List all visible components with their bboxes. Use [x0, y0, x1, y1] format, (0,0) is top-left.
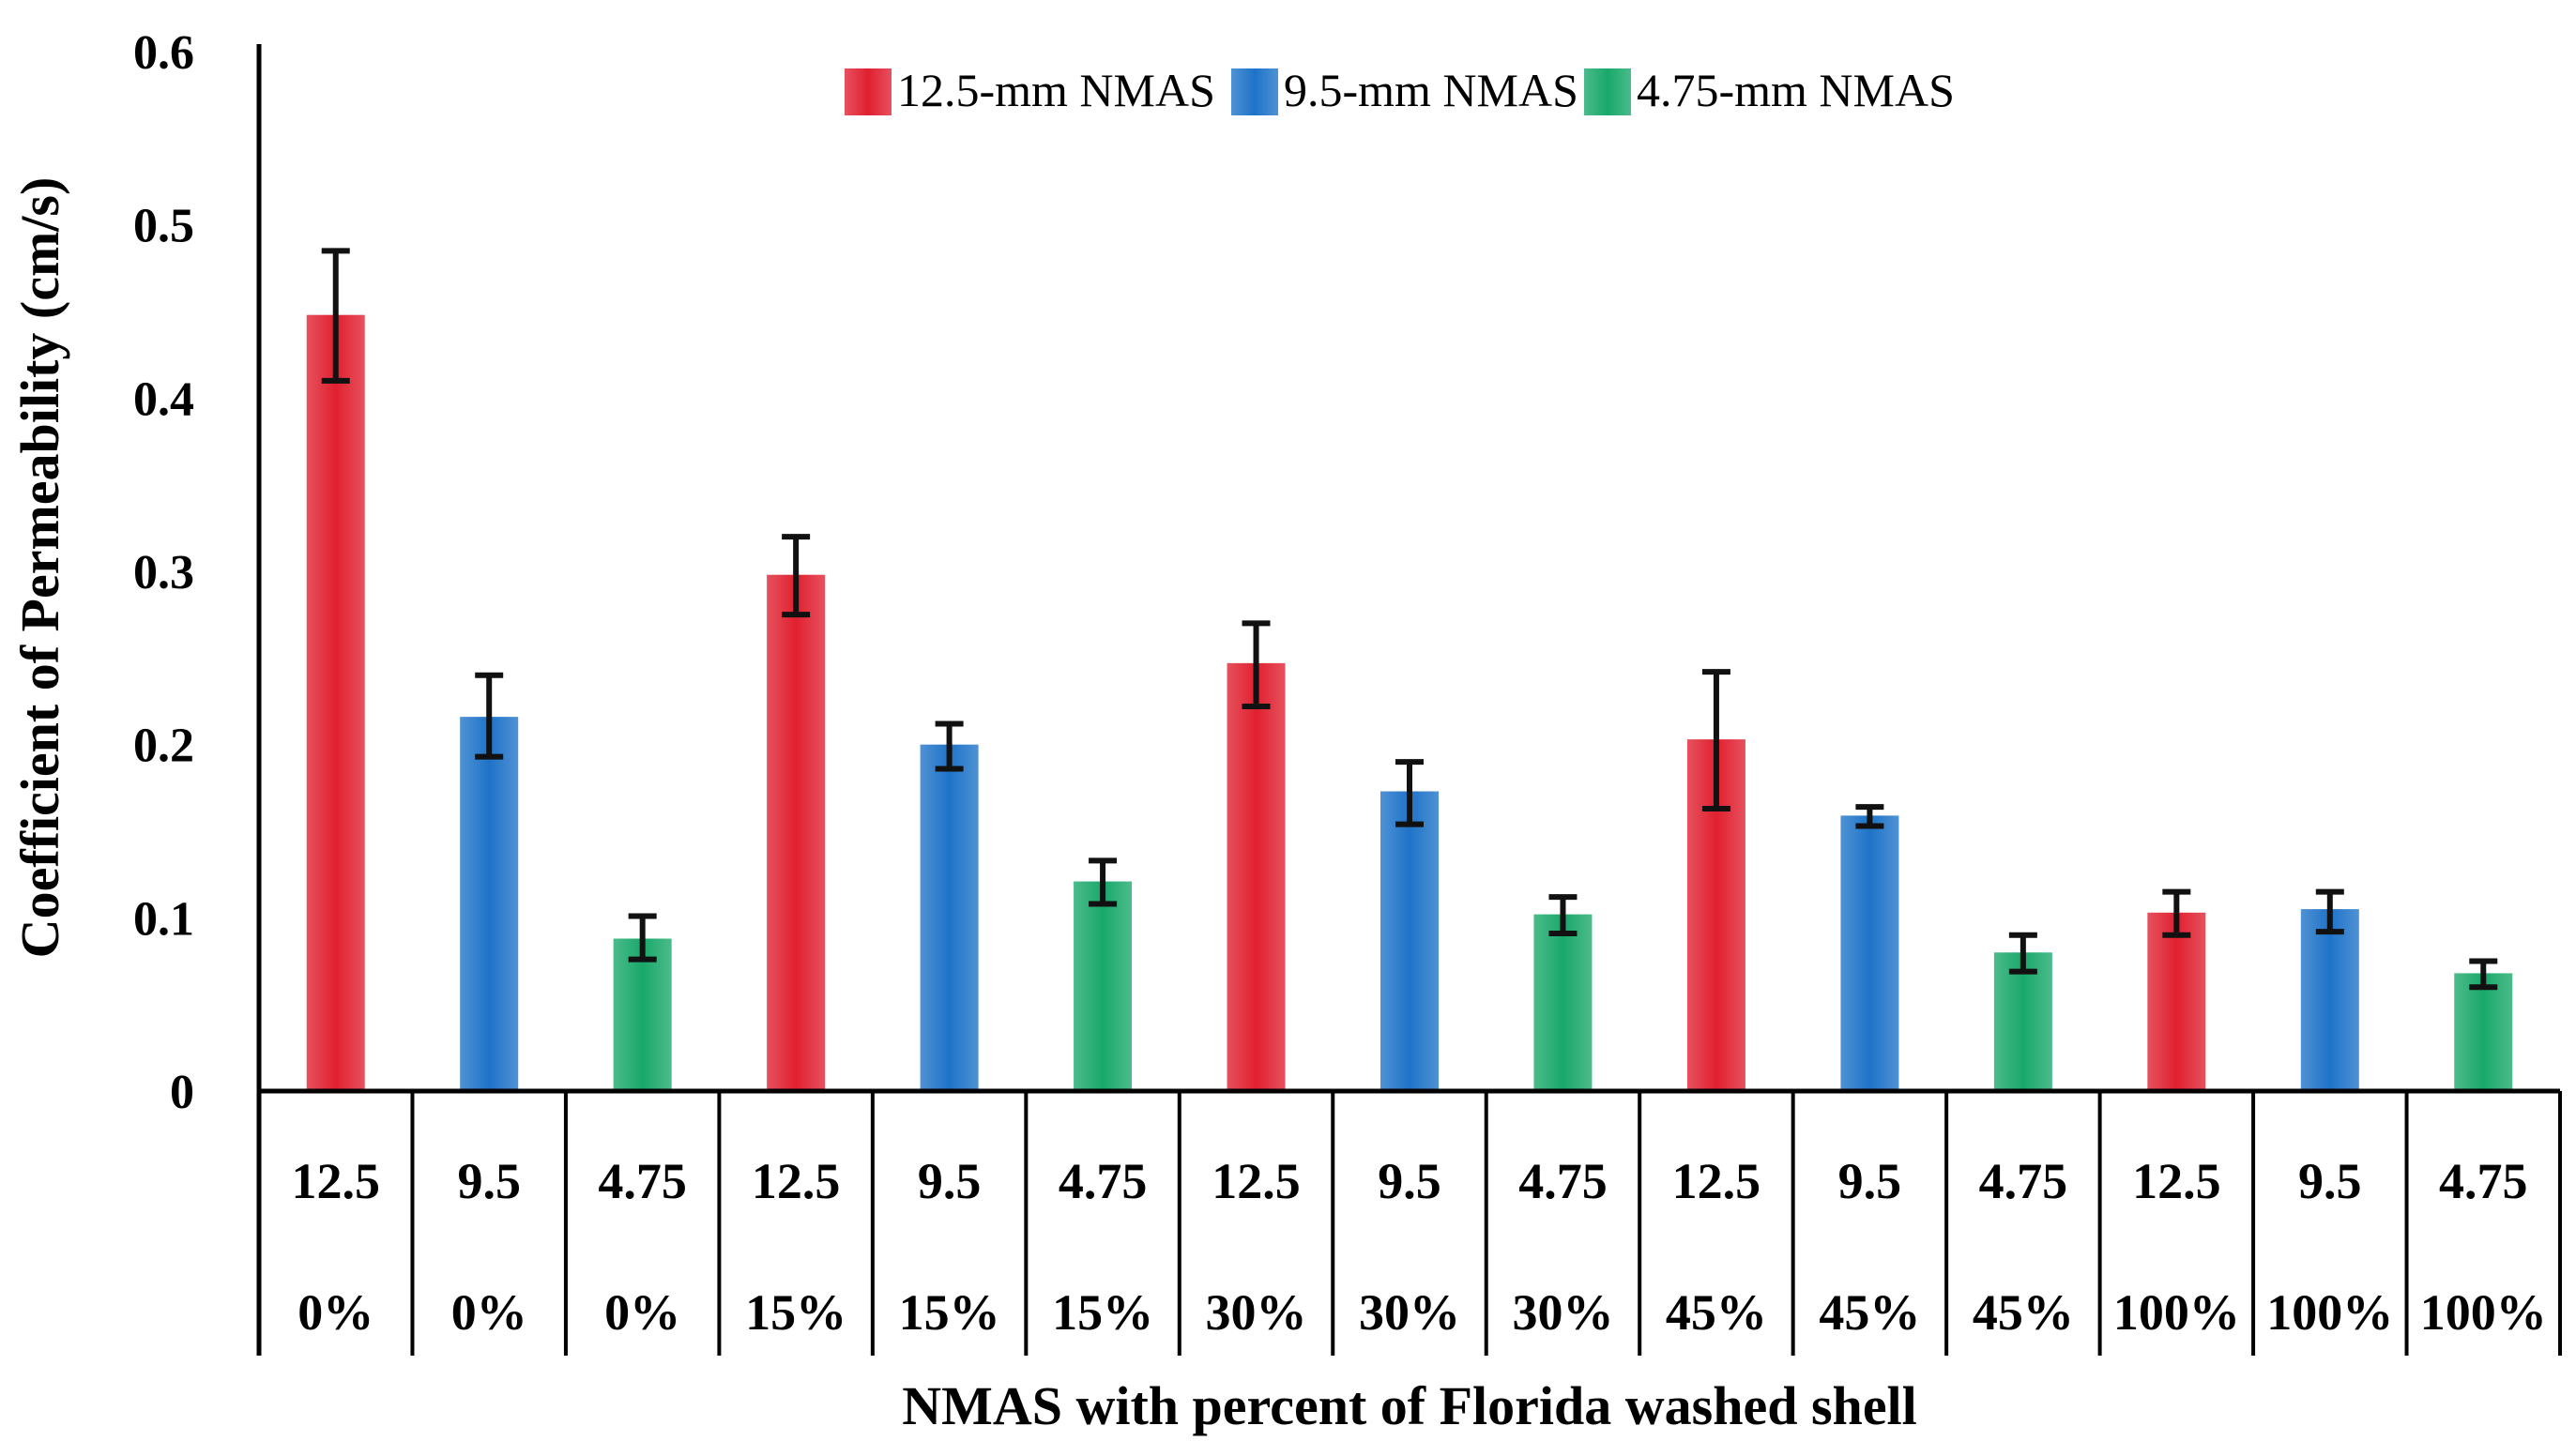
category-label-percent: 45% — [1973, 1284, 2074, 1341]
bar-9.5-mm-nmas — [920, 744, 979, 1091]
legend: 12.5-mm NMAS 9.5-mm NMAS 4.75-mm NMAS — [845, 64, 1955, 116]
category-label-percent: 15% — [1052, 1284, 1153, 1341]
axes — [256, 44, 2562, 1356]
bar-12.5-mm-nmas — [1227, 662, 1286, 1091]
y-tick-label: 0.5 — [133, 200, 194, 253]
y-tick-label: 0.4 — [133, 372, 194, 426]
legend-label: 4.75-mm NMAS — [1637, 64, 1955, 116]
bar-9.5-mm-nmas — [2300, 909, 2359, 1091]
category-label-percent: 30% — [1206, 1284, 1307, 1341]
category-label-nmas: 4.75 — [598, 1153, 687, 1209]
error-bars — [321, 248, 2498, 991]
bar-4.75-mm-nmas — [2454, 973, 2513, 1091]
category-label-nmas: 12.5 — [1672, 1153, 1761, 1209]
category-label-nmas: 9.5 — [457, 1153, 521, 1209]
bar-9.5-mm-nmas — [460, 717, 519, 1091]
category-label-percent: 30% — [1359, 1284, 1460, 1341]
category-label-nmas: 9.5 — [918, 1153, 982, 1209]
legend-swatch — [1584, 68, 1631, 115]
category-label-nmas: 12.5 — [752, 1153, 841, 1209]
bar-12.5-mm-nmas — [2147, 912, 2206, 1091]
category-label-percent: 100% — [2420, 1284, 2547, 1341]
legend-label: 12.5-mm NMAS — [897, 64, 1215, 116]
y-tick-label: 0.2 — [133, 720, 194, 773]
bar-12.5-mm-nmas — [767, 574, 826, 1091]
category-label-percent: 45% — [1819, 1284, 1920, 1341]
category-label-percent: 45% — [1666, 1284, 1767, 1341]
bar-4.75-mm-nmas — [1074, 881, 1133, 1091]
bars — [306, 314, 2513, 1091]
bar-9.5-mm-nmas — [1380, 791, 1439, 1091]
category-label-percent: 0% — [451, 1284, 527, 1341]
category-label-nmas: 4.75 — [1518, 1153, 1608, 1209]
y-tick-label: 0.6 — [133, 26, 194, 80]
category-label-percent: 30% — [1512, 1284, 1613, 1341]
y-tick-labels: 0 0.1 0.2 0.3 0.4 0.5 0.6 — [133, 26, 194, 1119]
category-label-percent: 0% — [297, 1284, 373, 1341]
category-label-percent: 15% — [899, 1284, 1000, 1341]
category-label-percent: 100% — [2266, 1284, 2393, 1341]
x-axis-title: NMAS with percent of Florida washed shel… — [902, 1375, 1917, 1436]
bar-12.5-mm-nmas — [306, 314, 365, 1091]
legend-swatch — [845, 68, 892, 115]
category-label-nmas: 9.5 — [2298, 1153, 2362, 1209]
category-label-nmas: 12.5 — [1212, 1153, 1301, 1209]
legend-swatch — [1231, 68, 1278, 115]
category-label-percent: 15% — [745, 1284, 846, 1341]
category-labels: 12.5 0% 9.5 0% 4.75 0% 12.5 15% 9.5 15% 4.75 15% 12.… — [291, 1153, 2546, 1341]
bar-4.75-mm-nmas — [613, 938, 672, 1091]
category-label-nmas: 12.5 — [2132, 1153, 2221, 1209]
category-label-nmas: 12.5 — [291, 1153, 380, 1209]
category-label-nmas: 4.75 — [1979, 1153, 2068, 1209]
y-axis-title: Coefficient of Permeability (cm/s) — [9, 177, 70, 959]
y-tick-label: 0 — [170, 1066, 194, 1119]
bar-4.75-mm-nmas — [1533, 914, 1593, 1091]
bar-4.75-mm-nmas — [1993, 952, 2052, 1091]
category-label-percent: 100% — [2113, 1284, 2240, 1341]
category-label-nmas: 4.75 — [1059, 1153, 1148, 1209]
bar-9.5-mm-nmas — [1840, 815, 1899, 1091]
y-tick-label: 0.3 — [133, 546, 194, 599]
category-label-nmas: 9.5 — [1838, 1153, 1902, 1209]
legend-label: 9.5-mm NMAS — [1284, 64, 1578, 116]
category-label-nmas: 9.5 — [1378, 1153, 1441, 1209]
category-label-nmas: 4.75 — [2439, 1153, 2528, 1209]
category-label-percent: 0% — [604, 1284, 680, 1341]
y-tick-label: 0.1 — [133, 892, 194, 946]
